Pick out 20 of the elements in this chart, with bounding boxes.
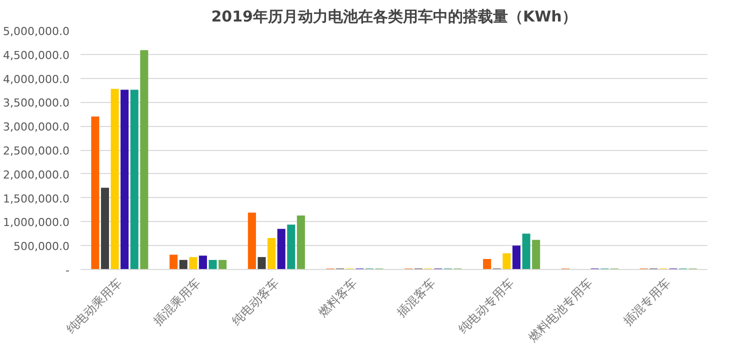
x-tick-label: 纯电动乘用车 xyxy=(64,276,125,336)
x-tick-label: 插混客车 xyxy=(394,276,438,320)
y-tick-label: 3,500,000.0 xyxy=(3,96,70,110)
x-tick-label: 燃料客车 xyxy=(316,276,360,320)
y-tick-label: 4,000,000.0 xyxy=(3,72,70,86)
x-tick-label: 燃料电池专用车 xyxy=(526,276,595,345)
x-tick-label: 插混专用车 xyxy=(620,276,674,328)
chart-title: 2019年历月动力电池在各类用车中的搭载量（KWh） xyxy=(211,8,577,26)
x-tick-label: 纯电动专用车 xyxy=(456,276,517,336)
y-tick-label: - xyxy=(66,264,70,277)
y-tick-label: 500,000.0 xyxy=(14,240,70,254)
y-tick-label: 3,000,000.0 xyxy=(3,120,70,134)
x-tick-label: 插混乘用车 xyxy=(150,276,204,328)
x-tick-label: 纯电动客车 xyxy=(229,276,282,328)
y-tick-label: 4,500,000.0 xyxy=(3,48,70,62)
y-tick-label: 1,500,000.0 xyxy=(3,192,70,206)
y-tick-label: 1,000,000.0 xyxy=(3,216,70,230)
y-tick-label: 5,000,000.0 xyxy=(3,25,70,38)
y-tick-label: 2,500,000.0 xyxy=(3,144,70,158)
y-tick-label: 2,000,000.0 xyxy=(3,168,70,182)
